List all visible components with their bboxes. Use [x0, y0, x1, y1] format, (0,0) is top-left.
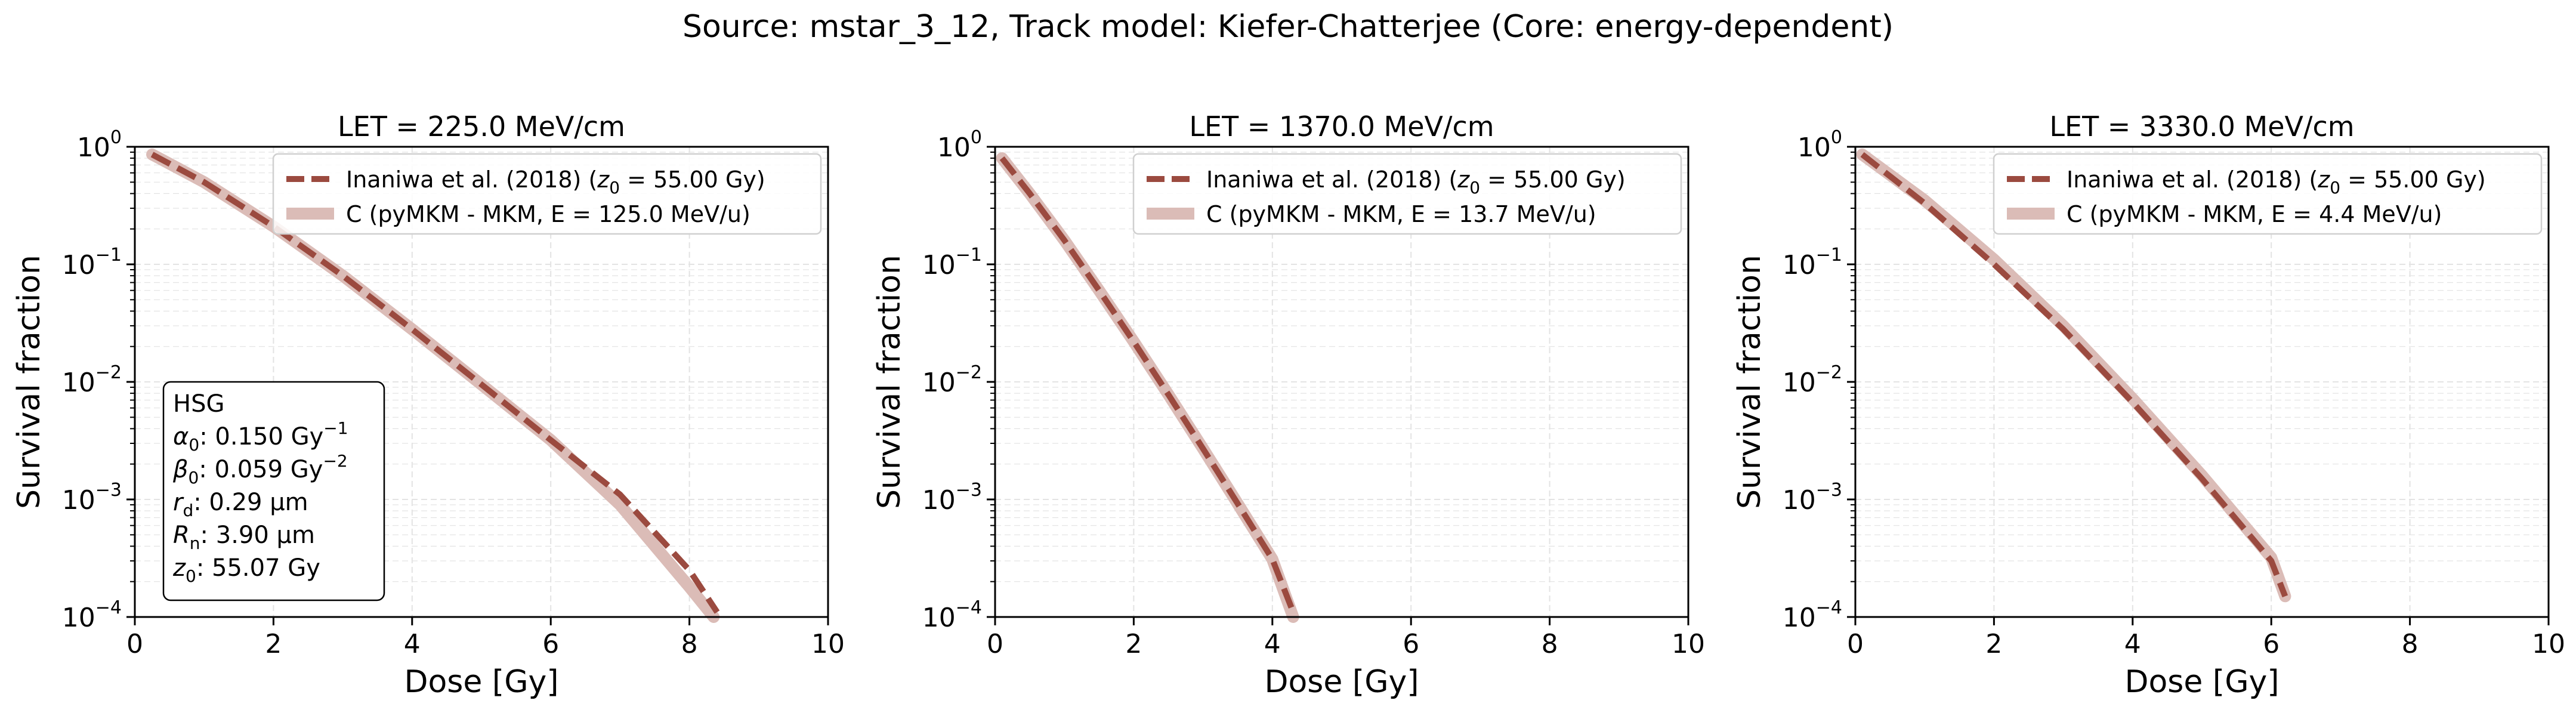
y-tick-label: 10−4	[922, 597, 982, 633]
legend-entry-label: Inaniwa et al. (2018) (z0 = 55.00 Gy)	[1206, 166, 1626, 198]
y-tick-label: 10−3	[1783, 480, 1842, 516]
info-line-rd: rd: 0.29 μm	[173, 489, 308, 520]
y-tick-label: 10−4	[62, 597, 122, 633]
panel-title: LET = 225.0 MeV/cm	[338, 110, 625, 143]
chart-panel-2: 0 2 4 6 8 10 10−4 10−3 10−2 10−1 100 LET = 1370.0 M…	[872, 110, 1705, 700]
y-tick-label: 100	[937, 127, 982, 163]
info-line-alpha0: α0: 0.150 Gy−1	[173, 418, 348, 455]
y-tick-label: 10−2	[62, 362, 122, 398]
info-box-frame	[162, 381, 385, 601]
info-line-beta0: β0: 0.059 Gy−2	[172, 451, 348, 487]
legend: Inaniwa et al. (2018) (z0 = 55.00 Gy) C (…	[1132, 153, 1682, 235]
series-line-dashed	[1860, 152, 2288, 598]
chart-panel-1: 0 2 4 6 8 10 10−4 10−3 10−2 10−1 100 LET = 225.0 Me…	[11, 110, 845, 700]
legend-entry-label: Inaniwa et al. (2018) (z0 = 55.00 Gy)	[346, 166, 765, 198]
legend-frame	[272, 153, 822, 235]
x-axis-label: Dose [Gy]	[2124, 664, 2279, 700]
figure-title: Source: mstar_3_12, Track model: Kiefer-…	[682, 9, 1894, 45]
legend-entry-label: C (pyMKM - MKM, E = 125.0 MeV/u)	[346, 201, 750, 227]
y-tick-label: 10−1	[1783, 245, 1842, 280]
y-tick-label: 100	[1797, 127, 1842, 163]
y-tick-label: 10−4	[1783, 597, 1842, 633]
legend: Inaniwa et al. (2018) (z0 = 55.00 Gy) C (…	[272, 153, 822, 235]
info-line-z0: z0: 55.07 Gy	[172, 554, 320, 586]
x-tick-label: 8	[1542, 629, 1558, 659]
info-line-cell-line: HSG	[173, 390, 224, 418]
x-tick-label: 6	[542, 629, 559, 659]
y-tick-label: 10−1	[62, 245, 122, 280]
legend-frame	[1132, 153, 1682, 235]
x-tick-label: 4	[1264, 629, 1281, 659]
y-axis-label: Survival fraction	[872, 255, 907, 509]
x-tick-label: 0	[987, 629, 1003, 659]
panel-title: LET = 1370.0 MeV/cm	[1189, 110, 1494, 143]
legend-entry-label: C (pyMKM - MKM, E = 4.4 MeV/u)	[2067, 201, 2442, 227]
y-tick-label: 10−3	[922, 480, 982, 516]
y-tick-label: 100	[77, 127, 122, 163]
y-tick-label: 10−2	[1783, 362, 1842, 398]
chart-panel-3: 0 2 4 6 8 10 10−4 10−3 10−2 10−1 100 LET = 3330.0 M…	[1732, 110, 2565, 700]
x-tick-label: 2	[1125, 629, 1142, 659]
legend-entry-label: Inaniwa et al. (2018) (z0 = 55.00 Gy)	[2067, 166, 2486, 198]
y-tick-label: 10−3	[62, 480, 122, 516]
legend-frame	[1993, 153, 2543, 235]
y-tick-label: 10−2	[922, 362, 982, 398]
x-tick-label: 8	[681, 629, 698, 659]
x-tick-label: 6	[2263, 629, 2280, 659]
x-tick-label: 8	[2402, 629, 2419, 659]
x-tick-label: 2	[1985, 629, 2002, 659]
y-axis-label: Survival fraction	[1732, 255, 1768, 509]
x-tick-label: 10	[2532, 629, 2565, 659]
legend: Inaniwa et al. (2018) (z0 = 55.00 Gy) C (…	[1993, 153, 2543, 235]
series-line-dashed	[150, 152, 720, 614]
x-tick-label: 10	[811, 629, 845, 659]
x-tick-label: 6	[1403, 629, 1419, 659]
panel-title: LET = 3330.0 MeV/cm	[2049, 110, 2354, 143]
x-axis-label: Dose [Gy]	[404, 664, 558, 700]
y-tick-label: 10−1	[922, 245, 982, 280]
x-tick-label: 2	[265, 629, 282, 659]
legend-entry-label: C (pyMKM - MKM, E = 13.7 MeV/u)	[1206, 201, 1596, 227]
x-tick-label: 0	[126, 629, 143, 659]
x-tick-label: 0	[1847, 629, 1864, 659]
x-tick-label: 10	[1672, 629, 1705, 659]
x-axis-label: Dose [Gy]	[1264, 664, 1419, 700]
info-line-Rn: Rn: 3.90 μm	[173, 522, 315, 553]
x-tick-label: 4	[404, 629, 421, 659]
y-axis-label: Survival fraction	[11, 255, 47, 509]
series-line-dashed	[999, 156, 1296, 613]
x-tick-label: 4	[2124, 629, 2141, 659]
